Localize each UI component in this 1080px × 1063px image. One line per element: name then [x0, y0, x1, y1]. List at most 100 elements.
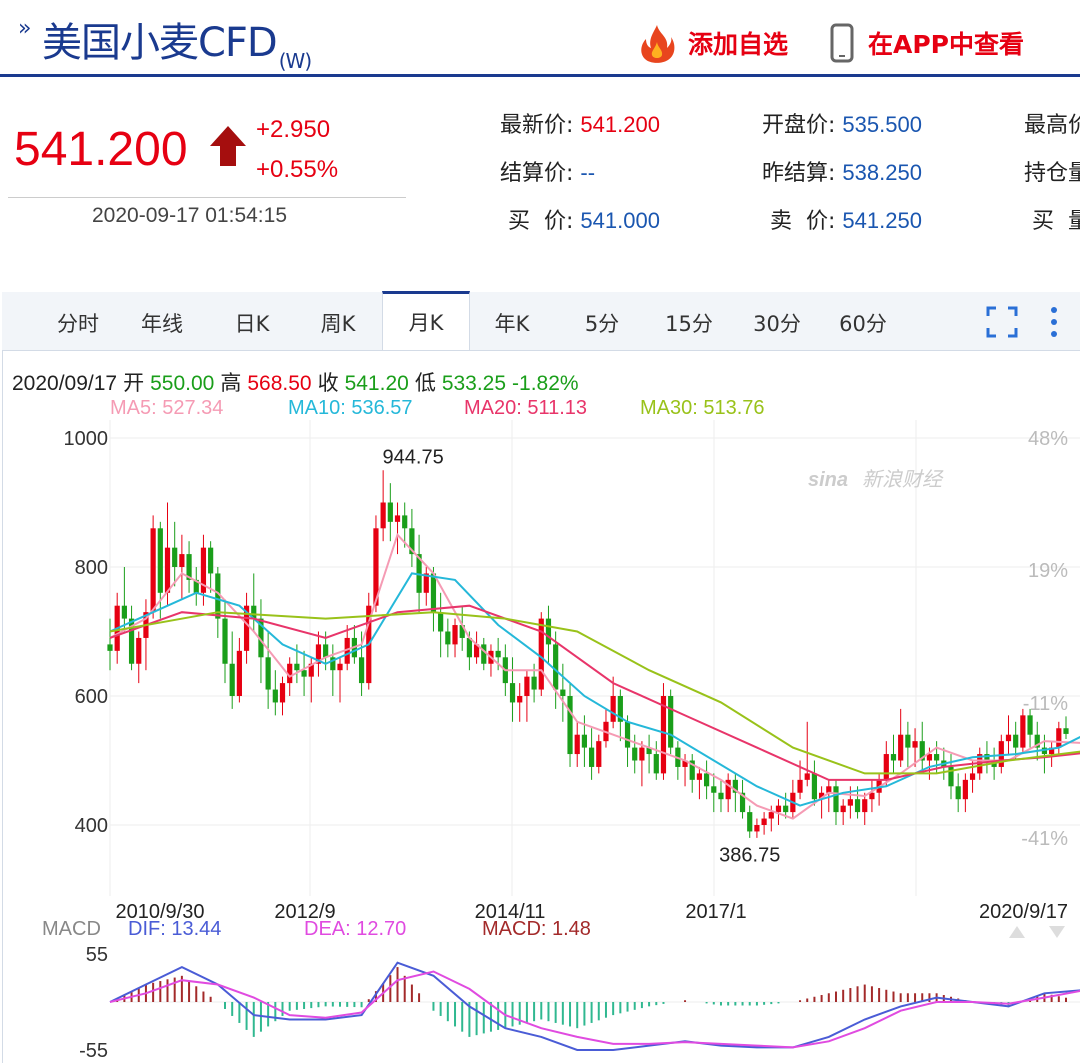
- tab-60min[interactable]: 60分: [839, 312, 887, 336]
- field-bid-volume: 买 量: [1032, 209, 1080, 234]
- tab-5min[interactable]: 5分: [584, 312, 620, 336]
- phone-icon: [830, 23, 854, 63]
- candle-body: [926, 754, 933, 761]
- candle-body: [919, 741, 925, 761]
- candle-body: [409, 528, 415, 555]
- candle-body: [711, 786, 717, 793]
- more-options-icon[interactable]: [1046, 304, 1062, 340]
- candle-body: [136, 637, 142, 664]
- candle-body: [172, 547, 178, 567]
- candle-body: [826, 786, 832, 793]
- candle-body: [337, 663, 343, 671]
- candle-body: [934, 754, 940, 761]
- candle-body: [560, 689, 566, 696]
- candle-body: [639, 747, 645, 761]
- field-bid: 买 价: 541.000: [508, 208, 660, 234]
- y-tick-label: 600: [75, 686, 108, 708]
- flame-icon: [641, 25, 675, 63]
- kline-chart[interactable]: 400 600 800 1000 48% 19% -11% -41% sina 新浪财经 94…: [0, 420, 1080, 920]
- candle-body: [517, 696, 523, 703]
- tab-daily-k[interactable]: 日K: [234, 312, 270, 336]
- candle-body: [854, 799, 861, 813]
- tab-fenshi[interactable]: 分时: [57, 312, 99, 336]
- candle-body: [287, 663, 293, 684]
- field-high: 最高价: [1024, 113, 1080, 138]
- candle-body: [632, 747, 638, 761]
- y-tick-label: 1000: [64, 428, 109, 450]
- candle-body: [128, 618, 135, 664]
- candle-body: [373, 528, 379, 606]
- tab-weekly-k[interactable]: 周K: [320, 312, 356, 336]
- x-tick-label: 2017/1: [685, 901, 746, 920]
- tab-yearly-k[interactable]: 年K: [494, 312, 530, 336]
- tab-15min[interactable]: 15分: [665, 312, 713, 336]
- candle-body: [258, 618, 264, 658]
- candle-body: [150, 528, 156, 613]
- right-tick-label: 19%: [1028, 560, 1068, 582]
- candle-body: [164, 547, 171, 593]
- page-header: » 美国小麦CFD (W): [0, 0, 1080, 77]
- ma10-line: [109, 572, 1080, 807]
- quote-time: 2020-09-17 01:54:15: [92, 204, 287, 227]
- right-tick-label: 48%: [1028, 428, 1068, 450]
- field-settle: 结算价: --: [500, 160, 596, 186]
- candle-body: [452, 625, 458, 645]
- tab-monthly-k[interactable]: 月K: [382, 291, 470, 350]
- macd-y-tick-label: 55: [86, 944, 108, 966]
- ma5-legend: MA5: 527.34: [110, 397, 224, 419]
- candle-body: [898, 734, 904, 761]
- tab-30min[interactable]: 30分: [753, 312, 801, 336]
- candle-body: [761, 818, 767, 825]
- candle-body: [955, 786, 961, 800]
- view-in-app-button[interactable]: 在APP中查看: [830, 22, 1024, 64]
- candle-body: [466, 637, 472, 658]
- x-tick-label: 2014/11: [475, 901, 546, 920]
- candle-body: [1034, 734, 1040, 748]
- candle-body: [783, 805, 789, 813]
- candle-body: [1041, 747, 1048, 755]
- candle-body: [732, 779, 738, 793]
- candle-body: [704, 773, 710, 787]
- ma20-line: [109, 604, 1080, 781]
- period-tabs: 分时 年线 日K 周K 月K 年K 5分 15分 30分 60分: [2, 291, 1080, 351]
- candle-body: [905, 734, 911, 748]
- candle-body: [1049, 747, 1055, 755]
- field-open-interest: 持仓量: [1024, 161, 1080, 186]
- scroll-up-icon[interactable]: [1008, 924, 1026, 940]
- candle-body: [186, 554, 192, 580]
- candle-body: [653, 754, 659, 774]
- candle-body: [718, 792, 724, 800]
- candle-body: [754, 825, 760, 832]
- candle-body: [423, 573, 429, 593]
- field-open: 开盘价: 535.500: [762, 112, 922, 138]
- add-watchlist-label: 添加自选: [688, 30, 789, 59]
- candle-body: [1005, 734, 1012, 742]
- candle-body: [279, 683, 286, 703]
- candle-body: [775, 805, 782, 813]
- candle-body: [948, 766, 954, 787]
- candle-body: [1013, 734, 1019, 748]
- candle-body: [811, 773, 818, 800]
- macd-chart[interactable]: 55 -55: [0, 944, 1080, 1062]
- tab-nianxian[interactable]: 年线: [141, 312, 183, 336]
- candle-body: [660, 696, 667, 774]
- high-annotation: 944.75: [383, 447, 444, 469]
- add-watchlist-button[interactable]: 添加自选: [636, 22, 788, 64]
- up-arrow-icon: [210, 126, 246, 166]
- candle-body: [459, 625, 465, 638]
- candle-body: [739, 792, 746, 813]
- scroll-down-icon[interactable]: [1048, 924, 1066, 940]
- candle-body: [315, 644, 322, 664]
- fullscreen-icon[interactable]: [986, 306, 1018, 338]
- macd-scroll-handle[interactable]: [840, 926, 990, 938]
- candle-body: [862, 799, 868, 813]
- candle-body: [157, 528, 163, 593]
- candle-body: [624, 721, 631, 748]
- candle-body: [847, 799, 853, 806]
- candle-body: [265, 657, 271, 690]
- candle-body: [833, 786, 839, 813]
- x-tick-label: 2012/9: [274, 901, 335, 920]
- macd-legend: MACD: 1.48: [482, 918, 591, 940]
- candle-body: [495, 650, 501, 658]
- candle-body: [509, 683, 516, 703]
